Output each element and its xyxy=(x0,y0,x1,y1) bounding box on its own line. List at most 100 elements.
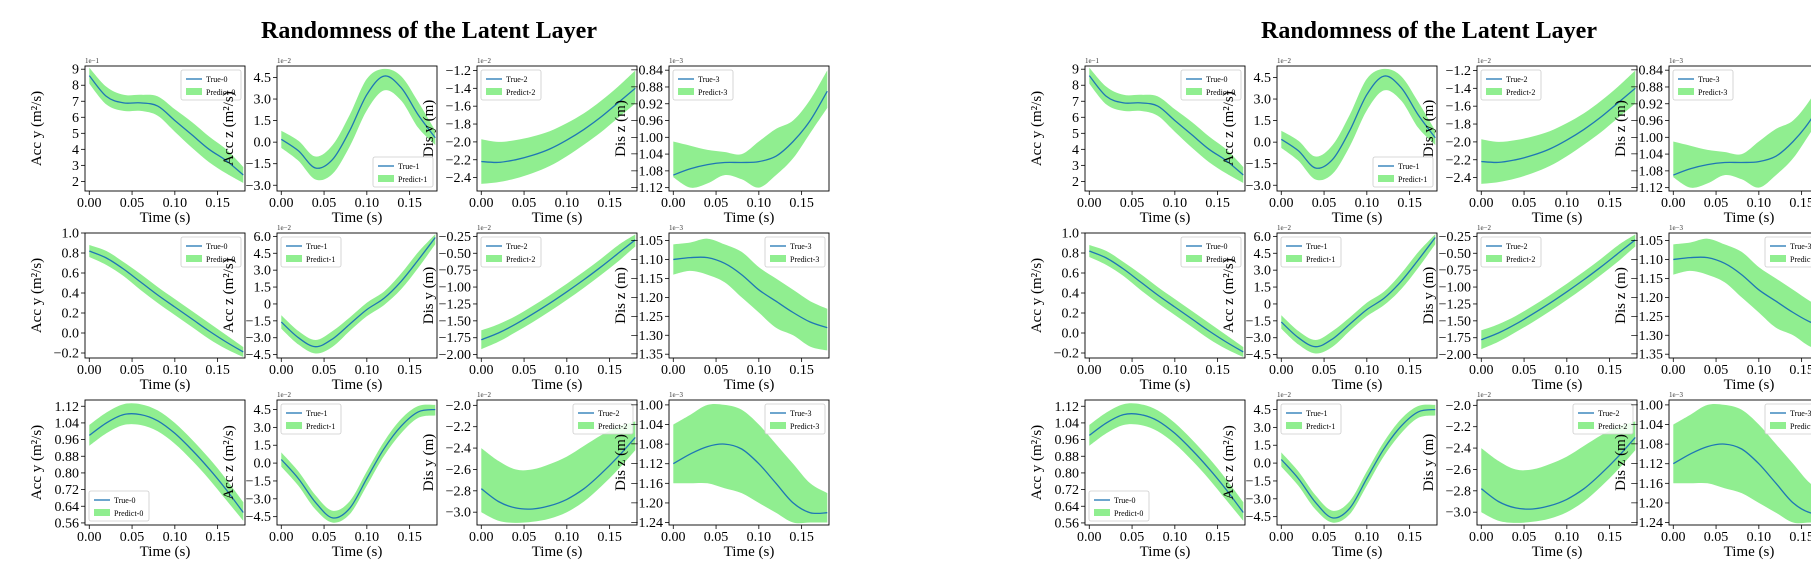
legend-entry-true: True-3 xyxy=(790,242,811,251)
predict-band xyxy=(1481,421,1636,523)
x-tick-label: 0.15 xyxy=(1205,196,1230,211)
subplot-f1-r2-c4: 0.00 0.05 0.10 0.15 −1.35 −1.30 −1.25 −1.20 −1.1… xyxy=(613,224,830,393)
y-tick-label: −0.2 xyxy=(1054,347,1079,362)
y-tick-label: −1.5 xyxy=(246,474,271,489)
x-tick-label: 0.15 xyxy=(397,530,422,545)
axes-frame xyxy=(84,399,246,526)
legend-band-swatch xyxy=(1286,255,1302,262)
y-tick-label: −1.08 xyxy=(1631,438,1663,453)
axes-frame xyxy=(476,232,638,359)
predict-band xyxy=(1673,238,1811,347)
y-tick-label: −0.75 xyxy=(439,264,471,279)
y-tick-label: 0.6 xyxy=(62,267,80,282)
x-tick-label: 0.00 xyxy=(1077,196,1102,211)
legend-entry-true: True-3 xyxy=(1698,75,1719,84)
legend: True-1 Predict-1 xyxy=(1280,236,1342,268)
x-tick-label: 0.10 xyxy=(1163,363,1188,378)
x-tick-label: 0.00 xyxy=(269,196,294,211)
x-axis-label: Time (s) xyxy=(1724,210,1775,226)
y-tick-label: −1.15 xyxy=(631,272,663,287)
y-tick-label: −1.8 xyxy=(446,118,471,133)
y-tick-label: 0 xyxy=(1264,297,1271,312)
legend-entry-true: True-1 xyxy=(1306,242,1327,251)
predict-band xyxy=(1089,67,1244,183)
axes-frame xyxy=(276,399,438,526)
legend-band-swatch xyxy=(1578,422,1594,429)
subplot-f2-r3-c3: 0.00 0.05 0.10 0.15 −3.0 −2.8 −2.6 −2.4 −2.2 −2.0… xyxy=(1421,391,1638,560)
x-tick-label: 0.10 xyxy=(1355,196,1380,211)
x-tick-label: 0.05 xyxy=(1312,196,1337,211)
legend-entry-true: True-0 xyxy=(114,496,135,505)
axes-frame xyxy=(84,65,246,192)
x-axis-label: Time (s) xyxy=(1140,210,1191,226)
predict-band xyxy=(89,67,244,183)
y-axis-exponent: 1e−3 xyxy=(1669,224,1684,232)
x-axis-label: Time (s) xyxy=(1532,544,1583,560)
legend-band-swatch xyxy=(1286,422,1302,429)
legend-entry-true: True-2 xyxy=(1506,242,1527,251)
y-tick-label: 0.80 xyxy=(1055,466,1080,481)
x-tick-label: 0.05 xyxy=(120,530,145,545)
y-tick-label: 4.5 xyxy=(254,403,272,418)
y-tick-label: −1.35 xyxy=(1631,348,1663,363)
x-tick-label: 0.15 xyxy=(397,196,422,211)
y-tick-label: −0.92 xyxy=(1631,97,1663,112)
y-tick-label: 0 xyxy=(264,297,271,312)
subplot-f2-r2-c2: 0.00 0.05 0.10 0.15 −4.5 −3.0 −1.5 01.5 3.0 4.5 6.… xyxy=(1221,224,1438,393)
x-tick-label: 0.05 xyxy=(312,196,337,211)
y-tick-label: 8 xyxy=(1072,79,1079,94)
x-tick-label: 0.15 xyxy=(789,530,814,545)
x-tick-label: 0.05 xyxy=(512,363,537,378)
predict-band xyxy=(1673,403,1811,524)
y-tick-label: −1.04 xyxy=(631,418,663,433)
y-tick-label: 0.0 xyxy=(1062,327,1080,342)
y-tick-label: −1.08 xyxy=(631,164,663,179)
axes-frame xyxy=(1476,232,1638,359)
y-tick-label: −2.4 xyxy=(446,442,471,457)
x-tick-label: 0.00 xyxy=(1469,363,1494,378)
y-tick-label: 1.12 xyxy=(55,400,80,415)
y-axis-label: Dis y (m) xyxy=(421,100,437,158)
legend-band-swatch xyxy=(1186,88,1202,95)
true-line xyxy=(481,87,636,164)
y-tick-label: −1.2 xyxy=(1446,64,1471,79)
x-tick-label: 0.00 xyxy=(661,363,686,378)
y-tick-label: −1.35 xyxy=(631,348,663,363)
y-tick-label: 1.5 xyxy=(254,439,272,454)
legend-band-swatch xyxy=(94,509,110,516)
y-tick-label: 7 xyxy=(1072,95,1079,110)
x-tick-label: 0.15 xyxy=(1597,196,1622,211)
y-tick-label: 0.88 xyxy=(55,450,80,465)
y-tick-label: −1.30 xyxy=(1631,329,1663,344)
y-axis-label: Dis y (m) xyxy=(1421,100,1437,158)
y-tick-label: −1.10 xyxy=(1631,253,1663,268)
y-tick-label: −3.0 xyxy=(246,331,271,346)
x-axis-label: Time (s) xyxy=(140,544,191,560)
x-tick-label: 0.15 xyxy=(1397,363,1422,378)
y-tick-label: 0.96 xyxy=(55,433,80,448)
axes-frame xyxy=(276,232,438,359)
subplot-f2-r1-c4: 0.00 0.05 0.10 0.15 −1.12 −1.08−1.04 −1.00 −0.9… xyxy=(1613,57,1811,226)
true-line xyxy=(1672,443,1811,514)
y-axis-label: Acc y (m²/s) xyxy=(29,258,45,333)
y-tick-label: −1.20 xyxy=(631,496,663,511)
y-tick-label: 4.5 xyxy=(1254,247,1272,262)
y-tick-label: 0.72 xyxy=(55,483,80,498)
legend-band-swatch xyxy=(578,422,594,429)
legend-entry-predict: Predict-2 xyxy=(598,422,627,431)
y-tick-label: 0.2 xyxy=(62,307,80,322)
legend-band-swatch xyxy=(378,175,394,182)
subplot-f2-r2-c1: 0.00 0.05 0.10 0.15 −0.2 0.0 0.2 0.4 0.6 0.8 1.0 Ti… xyxy=(1029,227,1246,393)
y-tick-label: 4 xyxy=(72,143,79,158)
x-tick-label: 0.00 xyxy=(77,363,102,378)
x-tick-label: 0.10 xyxy=(355,363,380,378)
legend-entry-predict: Predict-0 xyxy=(206,88,235,97)
legend-band-swatch xyxy=(486,88,502,95)
axes-frame xyxy=(1276,232,1438,359)
legend-entry-true: True-2 xyxy=(506,75,527,84)
x-tick-label: 0.10 xyxy=(1163,196,1188,211)
y-tick-label: −1.25 xyxy=(1439,297,1471,312)
x-axis-label: Time (s) xyxy=(1332,544,1383,560)
x-tick-label: 0.10 xyxy=(163,196,188,211)
y-tick-label: −0.84 xyxy=(631,64,663,79)
